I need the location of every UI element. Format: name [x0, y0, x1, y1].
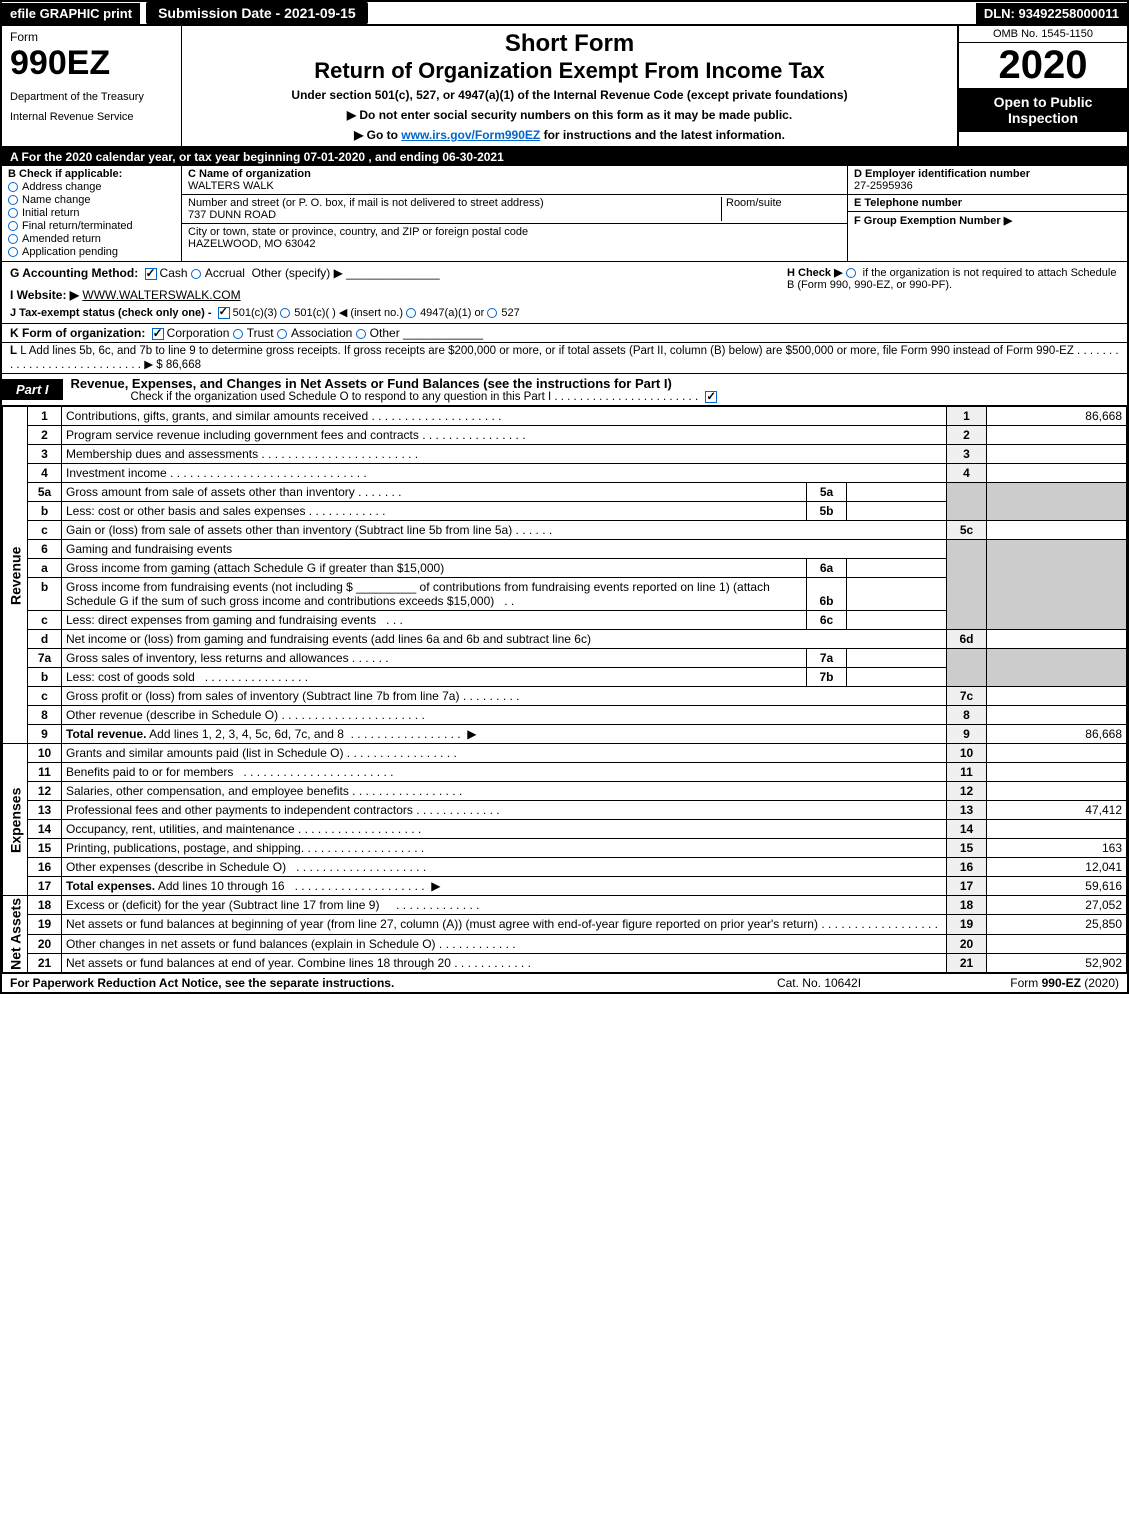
line16-amount: 12,041 [987, 858, 1127, 877]
j-501c[interactable] [280, 308, 290, 318]
website-link[interactable]: WWW.WALTERSWALK.COM [82, 288, 240, 302]
line17-amount: 59,616 [987, 877, 1127, 896]
header-left: Form 990EZ Department of the Treasury In… [2, 26, 182, 146]
tax-year: 2020 [959, 43, 1127, 88]
no-ssn-instr: ▶ Do not enter social security numbers o… [190, 108, 949, 122]
j-527[interactable] [487, 308, 497, 318]
netassets-sidelabel: Net Assets [3, 896, 28, 973]
k-other[interactable] [356, 329, 366, 339]
omb-number: OMB No. 1545-1150 [959, 26, 1127, 43]
d-ein-label: D Employer identification number [854, 168, 1121, 180]
dept-treasury: Department of the Treasury [10, 91, 173, 103]
efile-print-label: efile GRAPHIC print [2, 3, 140, 24]
org-name: WALTERS WALK [188, 180, 841, 192]
footer-formid: Form 990-EZ (2020) [919, 976, 1119, 990]
main-table: Revenue 1 Contributions, gifts, grants, … [2, 406, 1127, 973]
footer-catno: Cat. No. 10642I [719, 976, 919, 990]
check-initial: Initial return [8, 207, 175, 219]
k-assoc[interactable] [277, 329, 287, 339]
dept-irs: Internal Revenue Service [10, 111, 173, 123]
city-label: City or town, state or province, country… [188, 226, 528, 238]
e-tel-label: E Telephone number [854, 197, 1121, 209]
header-mid: Short Form Return of Organization Exempt… [182, 26, 957, 146]
k-line: K Form of organization: Corporation Trus… [2, 324, 1127, 343]
section-b: B Check if applicable: Address change Na… [2, 166, 182, 261]
info-grid: B Check if applicable: Address change Na… [2, 166, 1127, 262]
form-word: Form [10, 30, 173, 44]
submission-date: Submission Date - 2021-09-15 [146, 2, 368, 24]
line18-amount: 27,052 [987, 896, 1127, 915]
open-inspection: Open to Public Inspection [959, 88, 1127, 132]
line13-amount: 47,412 [987, 801, 1127, 820]
check-pending: Application pending [8, 246, 175, 258]
expenses-sidelabel: Expenses [3, 744, 28, 896]
part1-header: Part I Revenue, Expenses, and Changes in… [2, 374, 1127, 406]
form-number: 990EZ [10, 44, 173, 83]
f-group-label: F Group Exemption Number ▶ [854, 214, 1121, 227]
short-form-title: Short Form [190, 30, 949, 58]
check-final: Final return/terminated [8, 220, 175, 232]
line21-amount: 52,902 [987, 953, 1127, 972]
part1-schedule-o-check[interactable] [705, 391, 717, 403]
line19-amount: 25,850 [987, 915, 1127, 934]
form-page: efile GRAPHIC print Submission Date - 20… [0, 0, 1129, 994]
header-right: OMB No. 1545-1150 2020 Open to Public In… [957, 26, 1127, 146]
g-label: G Accounting Method: [10, 266, 138, 280]
j-4947[interactable] [406, 308, 416, 318]
check-amended: Amended return [8, 233, 175, 245]
check-address: Address change [8, 181, 175, 193]
check-name: Name change [8, 194, 175, 206]
line1-amount: 86,668 [987, 407, 1127, 426]
irs-link[interactable]: www.irs.gov/Form990EZ [401, 128, 540, 142]
return-title: Return of Organization Exempt From Incom… [190, 58, 949, 84]
c-name-label: C Name of organization [188, 168, 841, 180]
b-label: B Check if applicable: [8, 168, 175, 180]
addr-label: Number and street (or P. O. box, if mail… [188, 197, 721, 209]
section-def: D Employer identification number 27-2595… [847, 166, 1127, 261]
k-corp[interactable] [152, 328, 164, 340]
line1-desc: Contributions, gifts, grants, and simila… [62, 407, 947, 426]
street: 737 DUNN ROAD [188, 209, 721, 221]
l-line: L L Add lines 5b, 6c, and 7b to line 9 t… [2, 343, 1127, 374]
gh-section: G Accounting Method: Cash Accrual Other … [2, 262, 1127, 324]
tax-year-row: A For the 2020 calendar year, or tax yea… [2, 148, 1127, 166]
top-bar: efile GRAPHIC print Submission Date - 20… [2, 2, 1127, 26]
ein-value: 27-2595936 [854, 180, 1121, 192]
j-501c3[interactable] [218, 307, 230, 319]
accrual-checkbox[interactable] [191, 269, 201, 279]
section-c: C Name of organization WALTERS WALK Numb… [182, 166, 847, 261]
room-suite-label: Room/suite [721, 197, 841, 221]
j-label: J Tax-exempt status (check only one) - [10, 307, 212, 319]
footer-paperwork: For Paperwork Reduction Act Notice, see … [10, 976, 719, 990]
line9-amount: 86,668 [987, 725, 1127, 744]
under-section: Under section 501(c), 527, or 4947(a)(1)… [190, 88, 949, 102]
dln-label: DLN: 93492258000011 [976, 3, 1127, 24]
footer: For Paperwork Reduction Act Notice, see … [2, 973, 1127, 992]
h-checkbox[interactable] [846, 268, 856, 278]
city: HAZELWOOD, MO 63042 [188, 238, 528, 250]
goto-instr: ▶ Go to www.irs.gov/Form990EZ for instru… [190, 128, 949, 142]
k-trust[interactable] [233, 329, 243, 339]
cash-checkbox[interactable] [145, 268, 157, 280]
form-header: Form 990EZ Department of the Treasury In… [2, 26, 1127, 148]
part1-title: Revenue, Expenses, and Changes in Net As… [63, 374, 1127, 405]
revenue-sidelabel: Revenue [3, 407, 28, 744]
h-section: H Check ▶ if the organization is not req… [779, 266, 1119, 319]
part1-label: Part I [2, 379, 63, 400]
line15-amount: 163 [987, 839, 1127, 858]
i-label: I Website: ▶ [10, 288, 79, 302]
